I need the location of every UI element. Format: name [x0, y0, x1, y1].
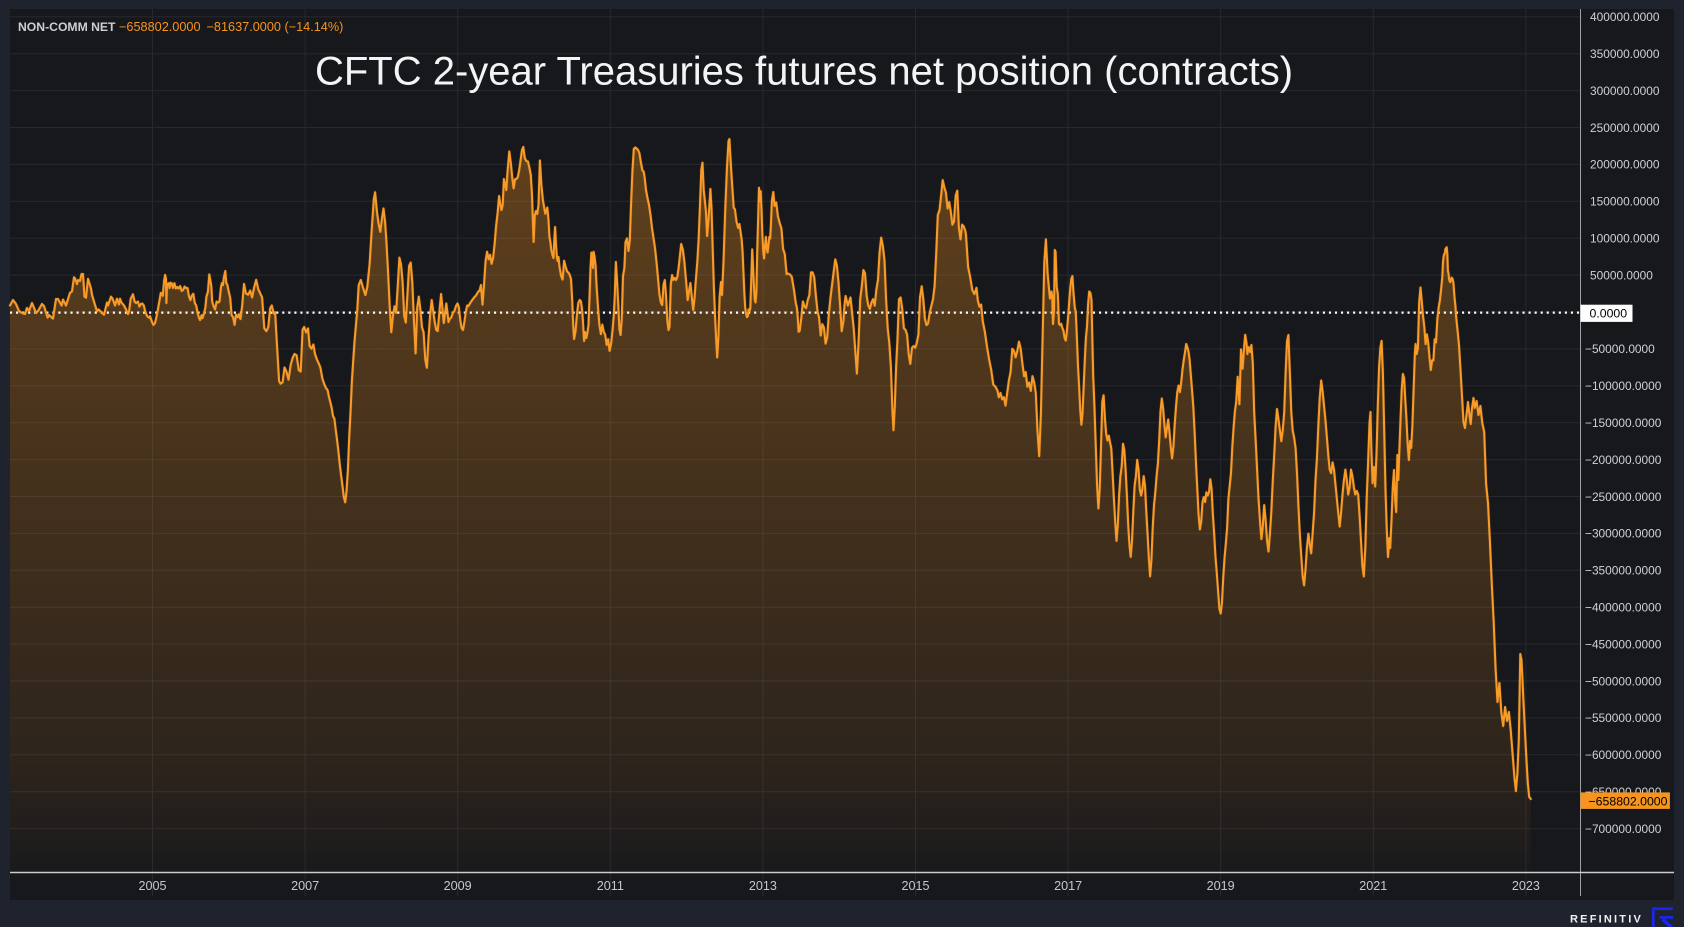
svg-text:−658802.0000: −658802.0000 — [1589, 794, 1668, 808]
svg-text:2007: 2007 — [291, 879, 319, 893]
svg-text:50000.0000: 50000.0000 — [1590, 268, 1653, 282]
svg-text:−400000.0000: −400000.0000 — [1585, 601, 1662, 615]
svg-text:2017: 2017 — [1054, 879, 1082, 893]
svg-text:300000.0000: 300000.0000 — [1590, 84, 1660, 98]
svg-text:350000.0000: 350000.0000 — [1590, 47, 1660, 61]
svg-text:200000.0000: 200000.0000 — [1590, 158, 1660, 172]
svg-text:−150000.0000: −150000.0000 — [1585, 416, 1662, 430]
svg-text:100000.0000: 100000.0000 — [1590, 232, 1660, 246]
svg-text:CFTC 2-year Treasuries futures: CFTC 2-year Treasuries futures net posit… — [315, 50, 1293, 94]
svg-text:−350000.0000: −350000.0000 — [1585, 564, 1662, 578]
svg-text:2015: 2015 — [901, 879, 929, 893]
svg-text:−50000.0000: −50000.0000 — [1585, 342, 1655, 356]
svg-text:2011: 2011 — [597, 879, 624, 893]
svg-text:150000.0000: 150000.0000 — [1590, 195, 1660, 209]
svg-text:−450000.0000: −450000.0000 — [1585, 637, 1662, 651]
svg-text:−700000.0000: −700000.0000 — [1585, 822, 1662, 836]
svg-text:2005: 2005 — [138, 879, 166, 893]
svg-text:−81637.0000 (−14.14%): −81637.0000 (−14.14%) — [207, 20, 344, 34]
svg-text:250000.0000: 250000.0000 — [1590, 121, 1660, 135]
svg-text:−600000.0000: −600000.0000 — [1585, 748, 1662, 762]
svg-text:NON-COMM NET: NON-COMM NET — [18, 20, 116, 34]
svg-text:400000.0000: 400000.0000 — [1590, 10, 1660, 24]
svg-text:2023: 2023 — [1512, 879, 1540, 893]
svg-text:−200000.0000: −200000.0000 — [1585, 453, 1662, 467]
svg-text:2021: 2021 — [1359, 879, 1387, 893]
svg-text:−250000.0000: −250000.0000 — [1585, 490, 1662, 504]
svg-text:−550000.0000: −550000.0000 — [1585, 711, 1662, 725]
svg-text:0.0000: 0.0000 — [1590, 307, 1628, 321]
svg-text:−100000.0000: −100000.0000 — [1585, 379, 1662, 393]
svg-text:2013: 2013 — [749, 879, 777, 893]
svg-text:−300000.0000: −300000.0000 — [1585, 527, 1662, 541]
svg-text:2009: 2009 — [444, 879, 472, 893]
svg-text:REFINITIV: REFINITIV — [1570, 914, 1643, 926]
svg-text:2019: 2019 — [1207, 879, 1235, 893]
svg-text:−658802.0000: −658802.0000 — [119, 20, 201, 34]
svg-text:−500000.0000: −500000.0000 — [1585, 674, 1662, 688]
